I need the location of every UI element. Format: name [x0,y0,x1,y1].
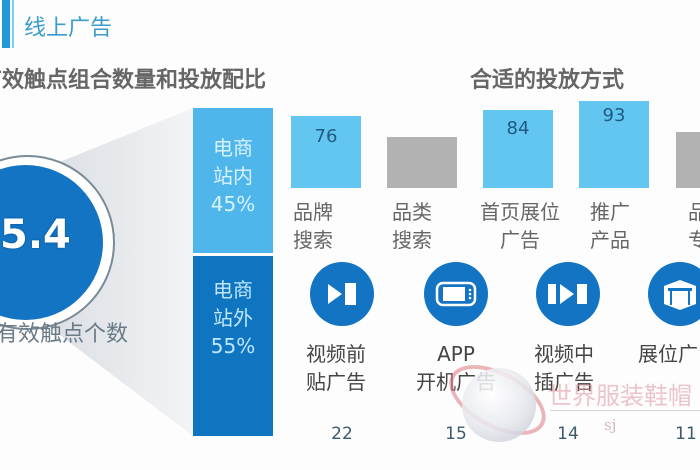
onsite-share-block: 电商 站内 45% [193,108,273,253]
bar-brand-search: 76 [291,116,361,188]
offsite-value-app-launch: 15 [445,424,467,444]
bar-value: 93 [602,105,626,126]
bar-label-promoted-product: 推广 产品 [590,200,630,252]
bar-homepage-ad: 84 [483,110,553,188]
bar-label-homepage-ad: 首页展位 广告 [480,200,560,252]
left-heading: 有效触点组合数量和投放配比 [0,68,267,93]
offsite-label-midroll: 视频中 插广告 [534,342,594,394]
video-insert-icon [536,262,600,326]
offsite-value-preroll: 22 [331,424,353,444]
onsite-percent: 45% [210,192,256,216]
bar-label-category-search: 品类 搜索 [392,200,432,252]
offsite-line2: 站外 [213,306,253,330]
bar-label-brand-zone: 品 专 [688,200,700,252]
section-title: 线上广告 [24,16,113,41]
bar-category-search [387,137,457,188]
watermark-globe-icon [462,368,536,442]
offsite-value-booth: 11 [675,424,697,444]
summary-value: 5.4 [0,212,71,258]
offsite-line1: 电商 [213,278,253,302]
mobile-app-icon [424,262,488,326]
booth-icon [648,262,700,326]
onsite-line2: 站内 [213,164,253,188]
offsite-label-booth: 展位广 [638,342,698,366]
watermark-text: 世界服装鞋帽 [548,382,692,410]
watermark-divider [550,410,700,411]
right-heading: 合适的投放方式 [470,68,625,93]
bar-label-brand-search: 品牌 搜索 [293,200,333,252]
summary-caption: 有效触点个数 [0,322,129,347]
play-pause-icon [310,262,374,326]
bar-value: 84 [506,118,530,139]
offsite-share-block: 电商 站外 55% [193,256,273,436]
bar-value: 76 [314,126,338,147]
section-accent-bar [2,0,14,48]
onsite-line1: 电商 [213,136,253,160]
watermark-sub: sj [604,416,617,434]
bar-promoted-product: 93 [579,101,649,188]
offsite-label-preroll: 视频前 贴广告 [306,342,366,394]
offsite-percent: 55% [210,334,256,358]
bar-brand-zone [676,132,700,188]
offsite-value-midroll: 14 [557,424,579,444]
